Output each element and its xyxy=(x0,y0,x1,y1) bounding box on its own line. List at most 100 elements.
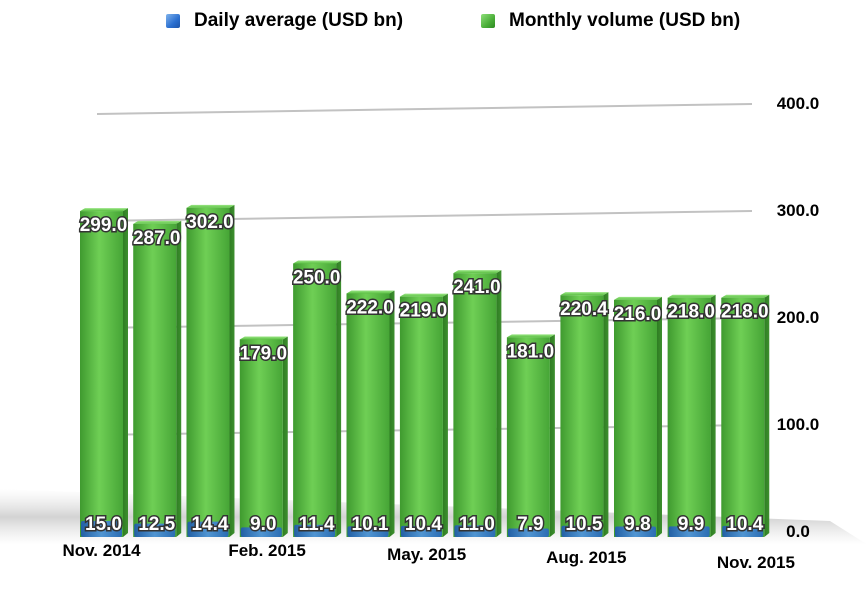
bar-group xyxy=(667,294,716,537)
bar-monthly-side xyxy=(389,290,395,537)
bar-monthly-side xyxy=(603,292,609,537)
x-axis: Nov. 2014 Feb. 2015 May. 2015 Aug. 2015 Nov.… xyxy=(62,541,795,572)
x-tick-label: May. 2015 xyxy=(387,545,466,564)
bar-daily-average xyxy=(347,526,389,537)
bar-monthly-volume xyxy=(399,296,443,537)
bar-monthly-volume xyxy=(453,273,497,537)
data-label-daily: 7.9 xyxy=(517,514,543,535)
bar-monthly-top xyxy=(506,334,555,338)
data-label-daily: 9.8 xyxy=(624,514,650,535)
data-label-monthly: 250.0 xyxy=(293,268,341,289)
data-label-daily: 10.1 xyxy=(352,514,389,535)
bar-daily-average xyxy=(294,524,336,537)
bar-group xyxy=(239,336,288,537)
data-label-daily: 10.5 xyxy=(565,514,602,535)
data-label-monthly: 299.0 xyxy=(80,215,128,236)
data-label-monthly: 222.0 xyxy=(346,297,394,318)
data-label-monthly: 179.0 xyxy=(240,343,288,364)
bar-monthly-volume xyxy=(721,297,765,537)
bar-monthly-volume xyxy=(614,299,657,537)
bar-monthly-side xyxy=(710,294,716,537)
data-label-monthly: 287.0 xyxy=(133,228,181,249)
data-label-daily: 10.4 xyxy=(726,514,763,535)
bar-monthly-top xyxy=(399,293,448,297)
data-label-daily: 9.0 xyxy=(250,514,276,535)
bar-monthly-volume xyxy=(506,337,550,537)
bar-group xyxy=(186,204,235,538)
bar-monthly-top xyxy=(614,296,662,300)
bar-monthly-volume xyxy=(560,295,604,537)
bar-daily-average xyxy=(615,526,656,537)
bar-monthly-top xyxy=(453,270,502,274)
bar-monthly-volume xyxy=(667,297,711,537)
data-label-monthly: 220.4 xyxy=(560,299,608,320)
data-label-monthly: 219.0 xyxy=(400,301,448,322)
bars xyxy=(80,204,770,538)
bar-daily-average xyxy=(187,521,229,537)
bar-group xyxy=(399,293,448,537)
data-label-daily: 14.4 xyxy=(191,514,228,535)
bar-monthly-top xyxy=(721,294,770,298)
x-tick-label: Feb. 2015 xyxy=(228,541,306,560)
data-label-monthly: 218.0 xyxy=(721,302,769,323)
bar-monthly-side xyxy=(657,296,662,537)
bar-monthly-side xyxy=(764,294,770,537)
bar-monthly-top xyxy=(80,208,128,212)
bar-monthly-volume xyxy=(80,211,123,537)
legend-item-daily-average: Daily average (USD bn) xyxy=(166,10,403,32)
data-labels: 299.0 15.0 287.0 12.5 302.0 14.4 179.0 9.0 250.0… xyxy=(78,210,770,536)
data-label-monthly: 302.0 xyxy=(186,212,234,233)
bar-daily-average xyxy=(81,520,122,537)
x-tick-label: Nov. 2014 xyxy=(62,541,141,560)
data-label-daily: 9.9 xyxy=(678,514,704,535)
data-label-monthly: 241.0 xyxy=(453,277,501,298)
bar-monthly-volume xyxy=(133,223,177,537)
bar-monthly-top xyxy=(239,336,288,340)
bar-daily-average xyxy=(668,526,710,537)
bar-daily-average xyxy=(240,527,282,537)
y-axis: 0.0 100.0 200.0 300.0 400.0 xyxy=(777,94,820,541)
bar-group xyxy=(346,290,395,537)
bar-daily-average xyxy=(722,525,764,537)
bar-monthly-volume xyxy=(293,263,337,537)
bar-monthly-top xyxy=(346,290,395,294)
bar-group xyxy=(614,296,662,537)
bar-daily-average xyxy=(561,525,603,537)
bar-monthly-side xyxy=(336,260,342,537)
legend-label-monthly-volume: Monthly volume (USD bn) xyxy=(509,10,741,31)
data-label-daily: 11.4 xyxy=(299,514,335,535)
legend-swatch-green-icon xyxy=(481,14,495,28)
bar-group xyxy=(133,220,182,537)
bar-monthly-side xyxy=(229,204,235,538)
bar-group xyxy=(560,292,609,537)
data-label-monthly: 181.0 xyxy=(507,341,555,362)
data-label-daily: 15.0 xyxy=(85,514,122,535)
gridline xyxy=(96,103,753,115)
bar-monthly-volume xyxy=(186,207,230,538)
bar-monthly-side xyxy=(496,270,502,537)
bar-monthly-side xyxy=(549,334,555,537)
legend: Daily average (USD bn) Monthly volume (U… xyxy=(0,10,868,36)
bar-monthly-side xyxy=(442,293,448,537)
data-label-daily: 10.4 xyxy=(405,514,442,535)
bar-monthly-side xyxy=(176,220,182,537)
legend-label-daily-average: Daily average (USD bn) xyxy=(194,10,404,31)
x-tick-label: Aug. 2015 xyxy=(546,548,626,567)
data-label-monthly: 218.0 xyxy=(667,302,715,323)
legend-item-monthly-volume: Monthly volume (USD bn) xyxy=(481,10,740,32)
bar-daily-average xyxy=(507,528,549,537)
bar-group xyxy=(453,270,502,537)
bar-group xyxy=(80,208,128,537)
data-label-daily: 12.5 xyxy=(138,514,175,535)
bar-monthly-top xyxy=(667,294,716,298)
bar-monthly-side xyxy=(123,208,128,537)
bar-group xyxy=(506,334,555,537)
bar-monthly-top xyxy=(560,292,609,296)
data-label-monthly: 216.0 xyxy=(614,304,662,325)
data-label-daily: 11.0 xyxy=(459,514,495,535)
y-tick-label: 100.0 xyxy=(777,415,820,434)
bar-daily-average xyxy=(454,525,496,537)
bar-monthly-top xyxy=(186,204,235,208)
bar-group xyxy=(293,260,342,537)
